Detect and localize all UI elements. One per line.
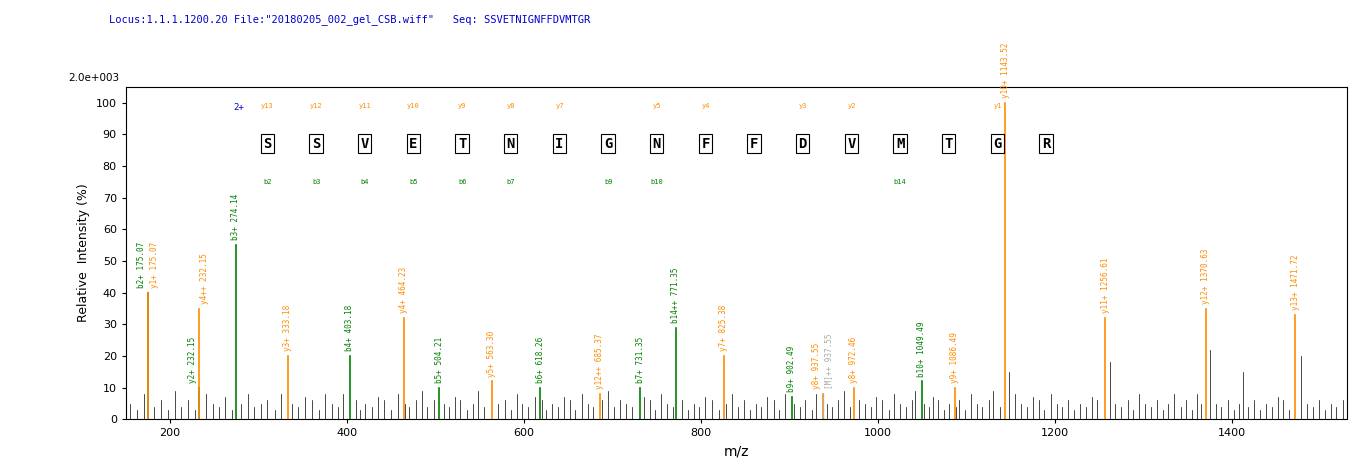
- Text: y3: y3: [798, 103, 808, 109]
- Text: G: G: [993, 137, 1001, 151]
- Text: b10: b10: [651, 179, 663, 184]
- Text: T: T: [945, 137, 953, 151]
- Text: b3: b3: [312, 179, 320, 184]
- Text: b2: b2: [263, 179, 271, 184]
- Text: y8: y8: [507, 103, 515, 109]
- Text: y13+ 1471.72: y13+ 1471.72: [1291, 254, 1299, 310]
- Text: E: E: [409, 137, 418, 151]
- Text: y8+ 937.55: y8+ 937.55: [812, 343, 821, 389]
- Text: b9: b9: [603, 179, 613, 184]
- Text: y5+ 563.30: y5+ 563.30: [488, 331, 496, 377]
- Text: y9: y9: [458, 103, 466, 109]
- Text: y1: y1: [993, 103, 1001, 109]
- Text: Locus:1.1.1.1200.20 File:"20180205_002_gel_CSB.wiff"   Seq: SSVETNIGNFFDVMTGR: Locus:1.1.1.1200.20 File:"20180205_002_g…: [109, 14, 590, 25]
- Text: F: F: [750, 137, 759, 151]
- Text: D: D: [798, 137, 808, 151]
- Text: b3+ 274.14: b3+ 274.14: [232, 194, 240, 240]
- Text: y4: y4: [701, 103, 710, 109]
- Text: [M]++ 937.55: [M]++ 937.55: [824, 334, 834, 389]
- Text: b5: b5: [409, 179, 418, 184]
- Text: y4+ 464.23: y4+ 464.23: [399, 267, 409, 313]
- Text: y1+ 175.07: y1+ 175.07: [150, 242, 159, 288]
- Text: b5+ 504.21: b5+ 504.21: [434, 337, 444, 383]
- Text: y12: y12: [309, 103, 323, 109]
- Text: b7: b7: [507, 179, 515, 184]
- Text: V: V: [361, 137, 369, 151]
- Text: b4+ 403.18: b4+ 403.18: [346, 305, 354, 351]
- Text: y12++ 685.37: y12++ 685.37: [595, 334, 605, 389]
- Text: F: F: [701, 137, 710, 151]
- Text: G: G: [603, 137, 613, 151]
- Text: y4++ 232.15: y4++ 232.15: [200, 253, 210, 304]
- Text: y10: y10: [407, 103, 419, 109]
- X-axis label: m/z: m/z: [723, 444, 749, 458]
- Text: S: S: [263, 137, 271, 151]
- Y-axis label: Relative  Intensity (%): Relative Intensity (%): [78, 184, 90, 323]
- Text: N: N: [507, 137, 515, 151]
- Text: y9+ 1086.49: y9+ 1086.49: [951, 332, 959, 383]
- Text: 2.0e+003: 2.0e+003: [68, 73, 120, 83]
- Text: V: V: [847, 137, 855, 151]
- Text: R: R: [1042, 137, 1050, 151]
- Text: y7: y7: [556, 103, 564, 109]
- Text: b6+ 618.26: b6+ 618.26: [535, 337, 545, 383]
- Text: b4: b4: [361, 179, 369, 184]
- Text: y7+ 825.38: y7+ 825.38: [719, 305, 729, 351]
- Text: M: M: [896, 137, 904, 151]
- Text: 2+: 2+: [234, 103, 245, 112]
- Text: y2: y2: [847, 103, 855, 109]
- Text: y13: y13: [262, 103, 274, 109]
- Text: y12+ 1370.63: y12+ 1370.63: [1201, 248, 1211, 304]
- Text: b10+ 1049.49: b10+ 1049.49: [918, 321, 926, 377]
- Text: y5: y5: [652, 103, 661, 109]
- Text: b2+ 175.07: b2+ 175.07: [138, 242, 146, 288]
- Text: y11+ 1256.61: y11+ 1256.61: [1100, 258, 1110, 313]
- Text: y10+ 1143.52: y10+ 1143.52: [1001, 42, 1009, 98]
- Text: y8+ 972.46: y8+ 972.46: [849, 337, 858, 383]
- Text: I: I: [556, 137, 564, 151]
- Text: b9+ 902.49: b9+ 902.49: [787, 346, 797, 393]
- Text: b14++ 771.35: b14++ 771.35: [671, 267, 680, 323]
- Text: S: S: [312, 137, 320, 151]
- Text: N: N: [652, 137, 661, 151]
- Text: y3+ 333.18: y3+ 333.18: [283, 305, 293, 351]
- Text: b7+ 731.35: b7+ 731.35: [636, 337, 644, 383]
- Text: y11: y11: [358, 103, 372, 109]
- Text: y2+ 232.15: y2+ 232.15: [188, 337, 196, 383]
- Text: b6: b6: [458, 179, 466, 184]
- Text: T: T: [458, 137, 466, 151]
- Text: b14: b14: [893, 179, 907, 184]
